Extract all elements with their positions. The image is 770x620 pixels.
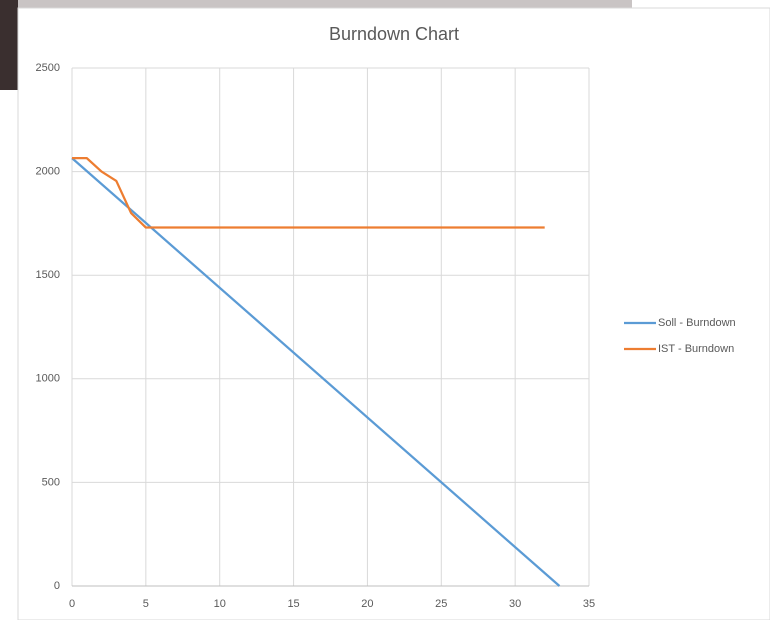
x-tick-label: 20 — [361, 598, 373, 610]
chart-title: Burndown Chart — [329, 24, 459, 44]
background-photo — [0, 0, 18, 90]
x-tick-label: 0 — [69, 598, 75, 610]
y-tick-label: 1000 — [36, 373, 60, 385]
y-tick-label: 2500 — [36, 62, 60, 74]
x-tick-label: 15 — [287, 598, 299, 610]
y-tick-label: 500 — [42, 476, 60, 488]
y-tick-label: 2000 — [36, 166, 60, 178]
y-tick-label: 1500 — [36, 269, 60, 281]
x-tick-label: 35 — [583, 598, 595, 610]
legend-label: Soll - Burndown — [658, 317, 736, 329]
x-tick-label: 30 — [509, 598, 521, 610]
x-tick-label: 25 — [435, 598, 447, 610]
legend-label: IST - Burndown — [658, 343, 734, 355]
y-tick-label: 0 — [54, 580, 60, 592]
x-tick-label: 5 — [143, 598, 149, 610]
series-line — [71, 157, 561, 587]
chart-area — [17, 7, 770, 620]
x-tick-label: 10 — [214, 598, 226, 610]
background-strip — [0, 0, 632, 8]
series-line — [72, 157, 545, 229]
